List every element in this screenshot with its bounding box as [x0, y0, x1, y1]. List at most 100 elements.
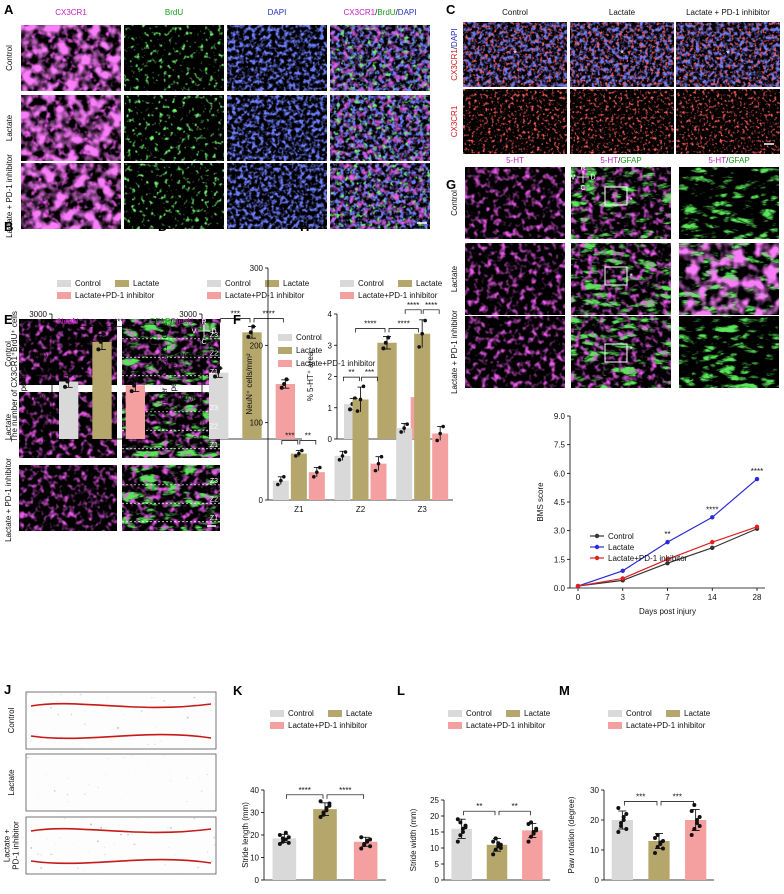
x-tick-label: Z1 — [294, 505, 304, 514]
panel-a-micrograph — [227, 25, 327, 91]
y-tick-label: 10 — [590, 846, 599, 855]
image-signal — [465, 167, 565, 239]
data-point — [67, 373, 72, 378]
data-point — [458, 820, 463, 825]
bar — [308, 472, 325, 500]
panel-a-micrograph — [21, 163, 121, 229]
drag-trace — [30, 733, 212, 740]
y-tick-label: 30 — [250, 809, 259, 818]
drag-trace — [30, 702, 212, 709]
zoom-box — [604, 186, 628, 206]
legend-swatch — [270, 710, 284, 717]
paw-prints — [27, 818, 215, 873]
panel-letter: H — [300, 219, 309, 234]
legend-swatch — [328, 710, 342, 717]
image-signal — [227, 25, 327, 91]
lesion-marker: * — [629, 272, 632, 281]
legend-swatch — [398, 280, 412, 287]
data-point — [318, 799, 323, 804]
data-point — [359, 835, 364, 840]
compass-label: V — [571, 175, 576, 182]
data-point — [340, 454, 345, 458]
legend-label: Control — [608, 532, 634, 541]
panel-j-row-label: Control — [7, 707, 16, 733]
data-point — [359, 846, 364, 851]
data-point — [286, 840, 291, 845]
legend-label: Lactate+PD-1 inhibitor — [288, 721, 368, 730]
panel-e-channel-label: GFAP/NeuN — [149, 317, 193, 326]
y-tick-label: 25 — [430, 796, 439, 805]
data-point — [284, 377, 289, 382]
data-point — [658, 840, 663, 845]
panel-a-channel-label: CX3CR1 — [55, 8, 87, 17]
legend-swatch — [57, 280, 71, 287]
significance-label: ** — [664, 530, 670, 539]
panel-e-row-label: Control — [4, 341, 13, 367]
paw-prints — [27, 693, 215, 748]
panel-letter: B — [4, 219, 13, 234]
data-point — [692, 827, 697, 831]
significance-bracket — [422, 309, 440, 314]
legend-marker — [594, 533, 600, 539]
x-axis-label: Days post injury — [639, 607, 696, 616]
significance-bracket — [623, 801, 658, 806]
bar — [352, 399, 369, 500]
data-point — [624, 827, 629, 831]
data-point — [379, 454, 384, 459]
image-signal — [19, 465, 117, 531]
image-signal — [465, 243, 565, 315]
y-tick-label: 30 — [590, 786, 599, 795]
zone-label: Z2 — [210, 496, 218, 503]
y-tick-label: 6.0 — [554, 469, 566, 478]
legend-label: Lactate+PD-1 inhibitor — [225, 291, 305, 300]
y-tick-label: 3000 — [179, 310, 197, 319]
legend-swatch — [666, 710, 680, 717]
data-point — [455, 839, 460, 844]
panel-g-micrograph — [679, 316, 779, 388]
panel-j-row-label: PD-1 inhibitor — [12, 821, 21, 870]
y-tick-label: 20 — [430, 812, 439, 821]
image-signal — [227, 163, 327, 229]
legend-swatch — [448, 710, 462, 717]
image-signal — [679, 167, 779, 239]
data-point — [277, 833, 282, 837]
legend-swatch — [278, 347, 292, 354]
data-point — [297, 451, 301, 456]
data-point — [402, 426, 406, 430]
drag-trace — [30, 827, 212, 834]
legend-swatch — [207, 292, 221, 299]
drag-trace — [30, 858, 212, 865]
x-tick-label: Z3 — [417, 505, 427, 514]
chart-L: 0 5 10 15 20 25 Stride width (mm) ** ** Control La… — [409, 709, 551, 885]
data-point — [276, 482, 280, 487]
bar — [290, 453, 307, 500]
panel-g-row-label: Control — [450, 190, 459, 216]
panel-a-micrograph — [21, 95, 121, 161]
significance-bracket — [299, 440, 317, 445]
panel-e-micrograph — [122, 465, 220, 531]
data-point — [348, 407, 353, 412]
y-tick-label: 1 — [328, 404, 333, 413]
significance-bracket — [355, 328, 386, 333]
data-point — [534, 828, 539, 833]
panel-letter: M — [559, 683, 570, 698]
data-point — [96, 347, 101, 352]
image-signal — [571, 316, 671, 388]
data-point — [279, 478, 283, 483]
panel-letter: K — [233, 683, 243, 698]
lesion-marker: * — [629, 345, 632, 354]
data-point — [315, 470, 319, 474]
y-axis-label: The number of CX3CR1⁺BrdU⁺ cells — [10, 311, 19, 442]
panel-g-micrograph — [571, 167, 671, 239]
significance-label: **** — [262, 310, 274, 319]
series-point — [620, 568, 625, 573]
y-tick-label: 20 — [590, 816, 599, 825]
legend-label: Control — [75, 279, 101, 288]
legend-swatch — [115, 280, 129, 287]
legend-swatch — [340, 280, 354, 287]
data-point — [529, 820, 534, 825]
y-tick-label: 5 — [435, 860, 440, 869]
panel-c-micrograph — [463, 89, 567, 154]
legend-label: Lactate — [524, 709, 551, 718]
